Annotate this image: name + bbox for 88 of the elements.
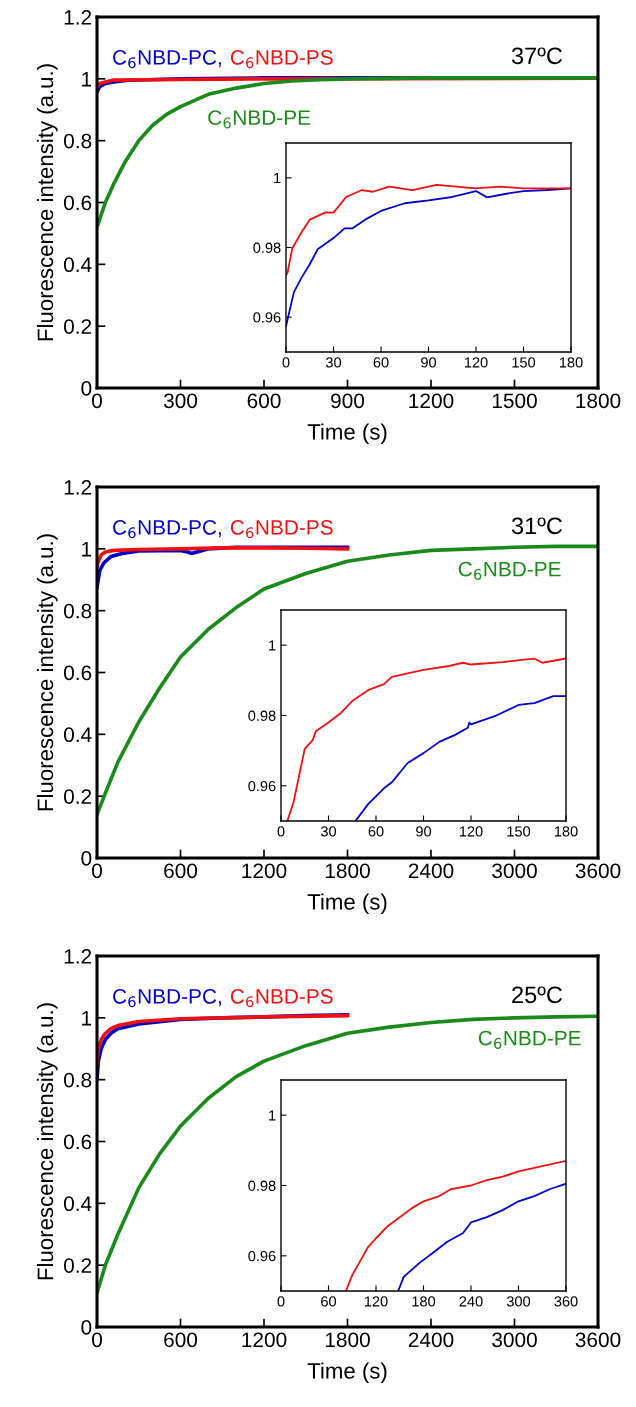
y-tick-label: 0.98 (248, 710, 276, 721)
y-tick-label: 0.6 (63, 1134, 92, 1150)
x-tick-label: 0 (92, 863, 102, 879)
x-tick-label: 1800 (576, 393, 621, 409)
y-tick-label: 0 (81, 1320, 92, 1335)
y-tick-label: 1 (274, 173, 281, 184)
x-tick-label: 1200 (242, 863, 287, 879)
annotation: 25ºC (512, 986, 563, 1004)
y-tick-label: 0.8 (63, 603, 92, 619)
y-tick-label: 1.2 (64, 480, 92, 495)
annotation: 31ºC (511, 517, 563, 535)
y-tick-label: 0.98 (253, 242, 281, 253)
series-label: C$_{6}$NBD-PC, (113, 989, 221, 1008)
y-tick-label: 0.2 (63, 789, 92, 804)
x-tick-label: 180 (412, 1296, 436, 1307)
series-label: C$_{6}$NBD-PC, (113, 50, 221, 69)
x-tick-label: 180 (554, 826, 578, 837)
x-tick-label: 180 (559, 357, 583, 368)
y-tick-label: 0.2 (63, 319, 92, 334)
x-tick-label: 1500 (492, 393, 537, 409)
y-tick-label: 1 (82, 542, 92, 557)
x-tick-label: 90 (416, 826, 432, 837)
series-label: C$_{6}$NBD-PE (478, 1030, 581, 1049)
y-tick-label: 1 (269, 1110, 276, 1121)
y-tick-label: 0.8 (63, 1072, 92, 1088)
y-tick-label: 0.2 (63, 1258, 92, 1273)
x-tick-label: 600 (164, 863, 198, 879)
y-axis-title: Fluorescence intensity (a.u.) (36, 64, 58, 341)
y-tick-label: 0 (81, 851, 92, 866)
y-tick-label: 0 (81, 381, 92, 396)
x-tick-label: 90 (421, 357, 437, 368)
y-tick-label: 0.4 (63, 727, 92, 743)
x-tick-label: 360 (554, 1296, 578, 1307)
y-tick-label: 1.2 (64, 10, 92, 25)
x-tick-label: 120 (464, 357, 488, 368)
x-tick-label: 30 (325, 357, 342, 368)
y-tick-label: 0.98 (248, 1180, 276, 1191)
x-tick-label: 1200 (409, 393, 454, 409)
x-tick-label: 150 (512, 357, 536, 368)
x-tick-label: 1200 (242, 1332, 287, 1348)
x-tick-label: 120 (364, 1296, 388, 1307)
x-axis-title: Time (s) (307, 893, 387, 915)
y-tick-label: 0.4 (63, 257, 92, 273)
y-axis-title: Fluorescence intensity (a.u.) (36, 534, 58, 811)
series-label: C$_{6}$NBD-PE (208, 110, 311, 129)
x-tick-label: 3600 (575, 863, 621, 879)
x-tick-label: 30 (320, 826, 337, 837)
series-label: C$_{6}$NBD-PS (230, 50, 333, 69)
x-tick-label: 60 (321, 1296, 337, 1307)
x-tick-label: 300 (163, 393, 198, 409)
x-axis-title: Time (s) (307, 423, 387, 445)
series-label: C$_{6}$NBD-PC, (113, 520, 221, 539)
y-tick-label: 0.96 (248, 1250, 276, 1262)
x-tick-label: 1800 (325, 1332, 370, 1348)
x-tick-label: 0 (92, 393, 102, 409)
x-tick-label: 600 (164, 1332, 198, 1348)
x-tick-label: 60 (373, 357, 389, 368)
x-tick-label: 600 (247, 393, 281, 409)
series-label: C$_{6}$NBD-PS (230, 520, 333, 539)
y-tick-label: 0.4 (63, 1196, 92, 1212)
y-tick-label: 0.8 (63, 133, 92, 149)
y-axis-title: Fluorescence intensity (a.u.) (36, 1003, 58, 1280)
series-label: C$_{6}$NBD-PE (458, 561, 561, 580)
y-tick-label: 1 (82, 1011, 92, 1026)
y-tick-label: 1 (82, 72, 92, 87)
x-tick-label: 3000 (492, 1332, 537, 1348)
series-label: C$_{6}$NBD-PS (230, 989, 333, 1008)
y-tick-label: 0.6 (63, 195, 92, 211)
x-tick-label: 120 (459, 826, 483, 837)
x-tick-label: 300 (506, 1296, 531, 1307)
x-tick-label: 2400 (408, 1332, 454, 1348)
x-axis-title: Time (s) (307, 1362, 387, 1384)
x-tick-label: 3000 (492, 863, 537, 879)
x-tick-label: 2400 (408, 863, 454, 879)
x-tick-label: 900 (331, 393, 365, 409)
y-tick-label: 0.6 (63, 665, 92, 681)
y-tick-label: 1 (269, 640, 276, 651)
annotation: 37ºC (511, 47, 563, 65)
x-tick-label: 0 (92, 1332, 102, 1348)
x-tick-label: 150 (507, 826, 531, 837)
y-tick-label: 0.96 (248, 780, 276, 792)
x-tick-label: 3600 (575, 1332, 621, 1348)
x-tick-label: 1800 (325, 863, 370, 879)
x-tick-label: 240 (459, 1296, 483, 1307)
x-tick-label: 0 (282, 357, 290, 368)
y-tick-label: 0.96 (253, 312, 281, 323)
y-tick-label: 1.2 (64, 949, 92, 964)
x-tick-label: 60 (368, 826, 384, 837)
